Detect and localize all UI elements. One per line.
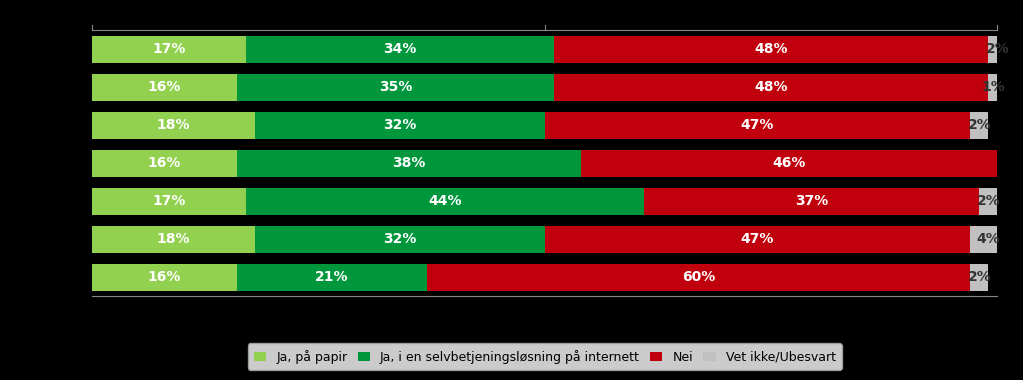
Text: 46%: 46% — [772, 157, 806, 170]
Text: 1%: 1% — [981, 81, 1005, 94]
Bar — [544, 112, 970, 139]
Bar — [237, 264, 427, 291]
Bar — [246, 188, 644, 215]
Text: 2%: 2% — [985, 43, 1010, 56]
Text: 32%: 32% — [384, 233, 416, 246]
Text: 2%: 2% — [968, 119, 991, 132]
Bar — [988, 74, 997, 101]
Bar — [644, 188, 979, 215]
Bar — [255, 112, 544, 139]
Text: 38%: 38% — [392, 157, 426, 170]
Text: 17%: 17% — [152, 195, 186, 208]
Text: 17%: 17% — [152, 43, 186, 56]
Bar — [237, 150, 581, 177]
Text: 16%: 16% — [147, 157, 181, 170]
Text: 2%: 2% — [977, 195, 1000, 208]
Bar — [970, 264, 988, 291]
Bar — [581, 150, 997, 177]
Text: 48%: 48% — [754, 81, 788, 94]
Bar — [92, 188, 246, 215]
Text: 18%: 18% — [157, 119, 190, 132]
Bar — [988, 36, 1007, 63]
Text: 16%: 16% — [147, 271, 181, 284]
Bar — [237, 74, 553, 101]
Text: 21%: 21% — [315, 271, 349, 284]
Bar — [246, 36, 553, 63]
Bar — [970, 112, 988, 139]
Text: 37%: 37% — [795, 195, 829, 208]
Bar — [970, 226, 1007, 253]
Text: 18%: 18% — [157, 233, 190, 246]
Text: 4%: 4% — [977, 233, 1000, 246]
Bar — [553, 74, 988, 101]
Bar — [979, 188, 997, 215]
Legend: Ja, på papir, Ja, i en selvbetjeningsløsning på internett, Nei, Vet ikke/Ubesvar: Ja, på papir, Ja, i en selvbetjeningsløs… — [248, 344, 842, 370]
Text: 60%: 60% — [682, 271, 715, 284]
Text: 47%: 47% — [741, 233, 774, 246]
Text: 32%: 32% — [384, 119, 416, 132]
Bar — [255, 226, 544, 253]
Text: 34%: 34% — [384, 43, 416, 56]
Text: 47%: 47% — [741, 119, 774, 132]
Bar — [92, 112, 255, 139]
Text: 16%: 16% — [147, 81, 181, 94]
Text: 44%: 44% — [429, 195, 462, 208]
Bar — [92, 150, 237, 177]
Bar — [92, 264, 237, 291]
Bar — [427, 264, 970, 291]
Bar — [92, 226, 255, 253]
Bar — [92, 74, 237, 101]
Bar — [544, 226, 970, 253]
Bar — [92, 36, 246, 63]
Text: 35%: 35% — [379, 81, 412, 94]
Text: 48%: 48% — [754, 43, 788, 56]
Bar — [553, 36, 988, 63]
Text: 2%: 2% — [968, 271, 991, 284]
